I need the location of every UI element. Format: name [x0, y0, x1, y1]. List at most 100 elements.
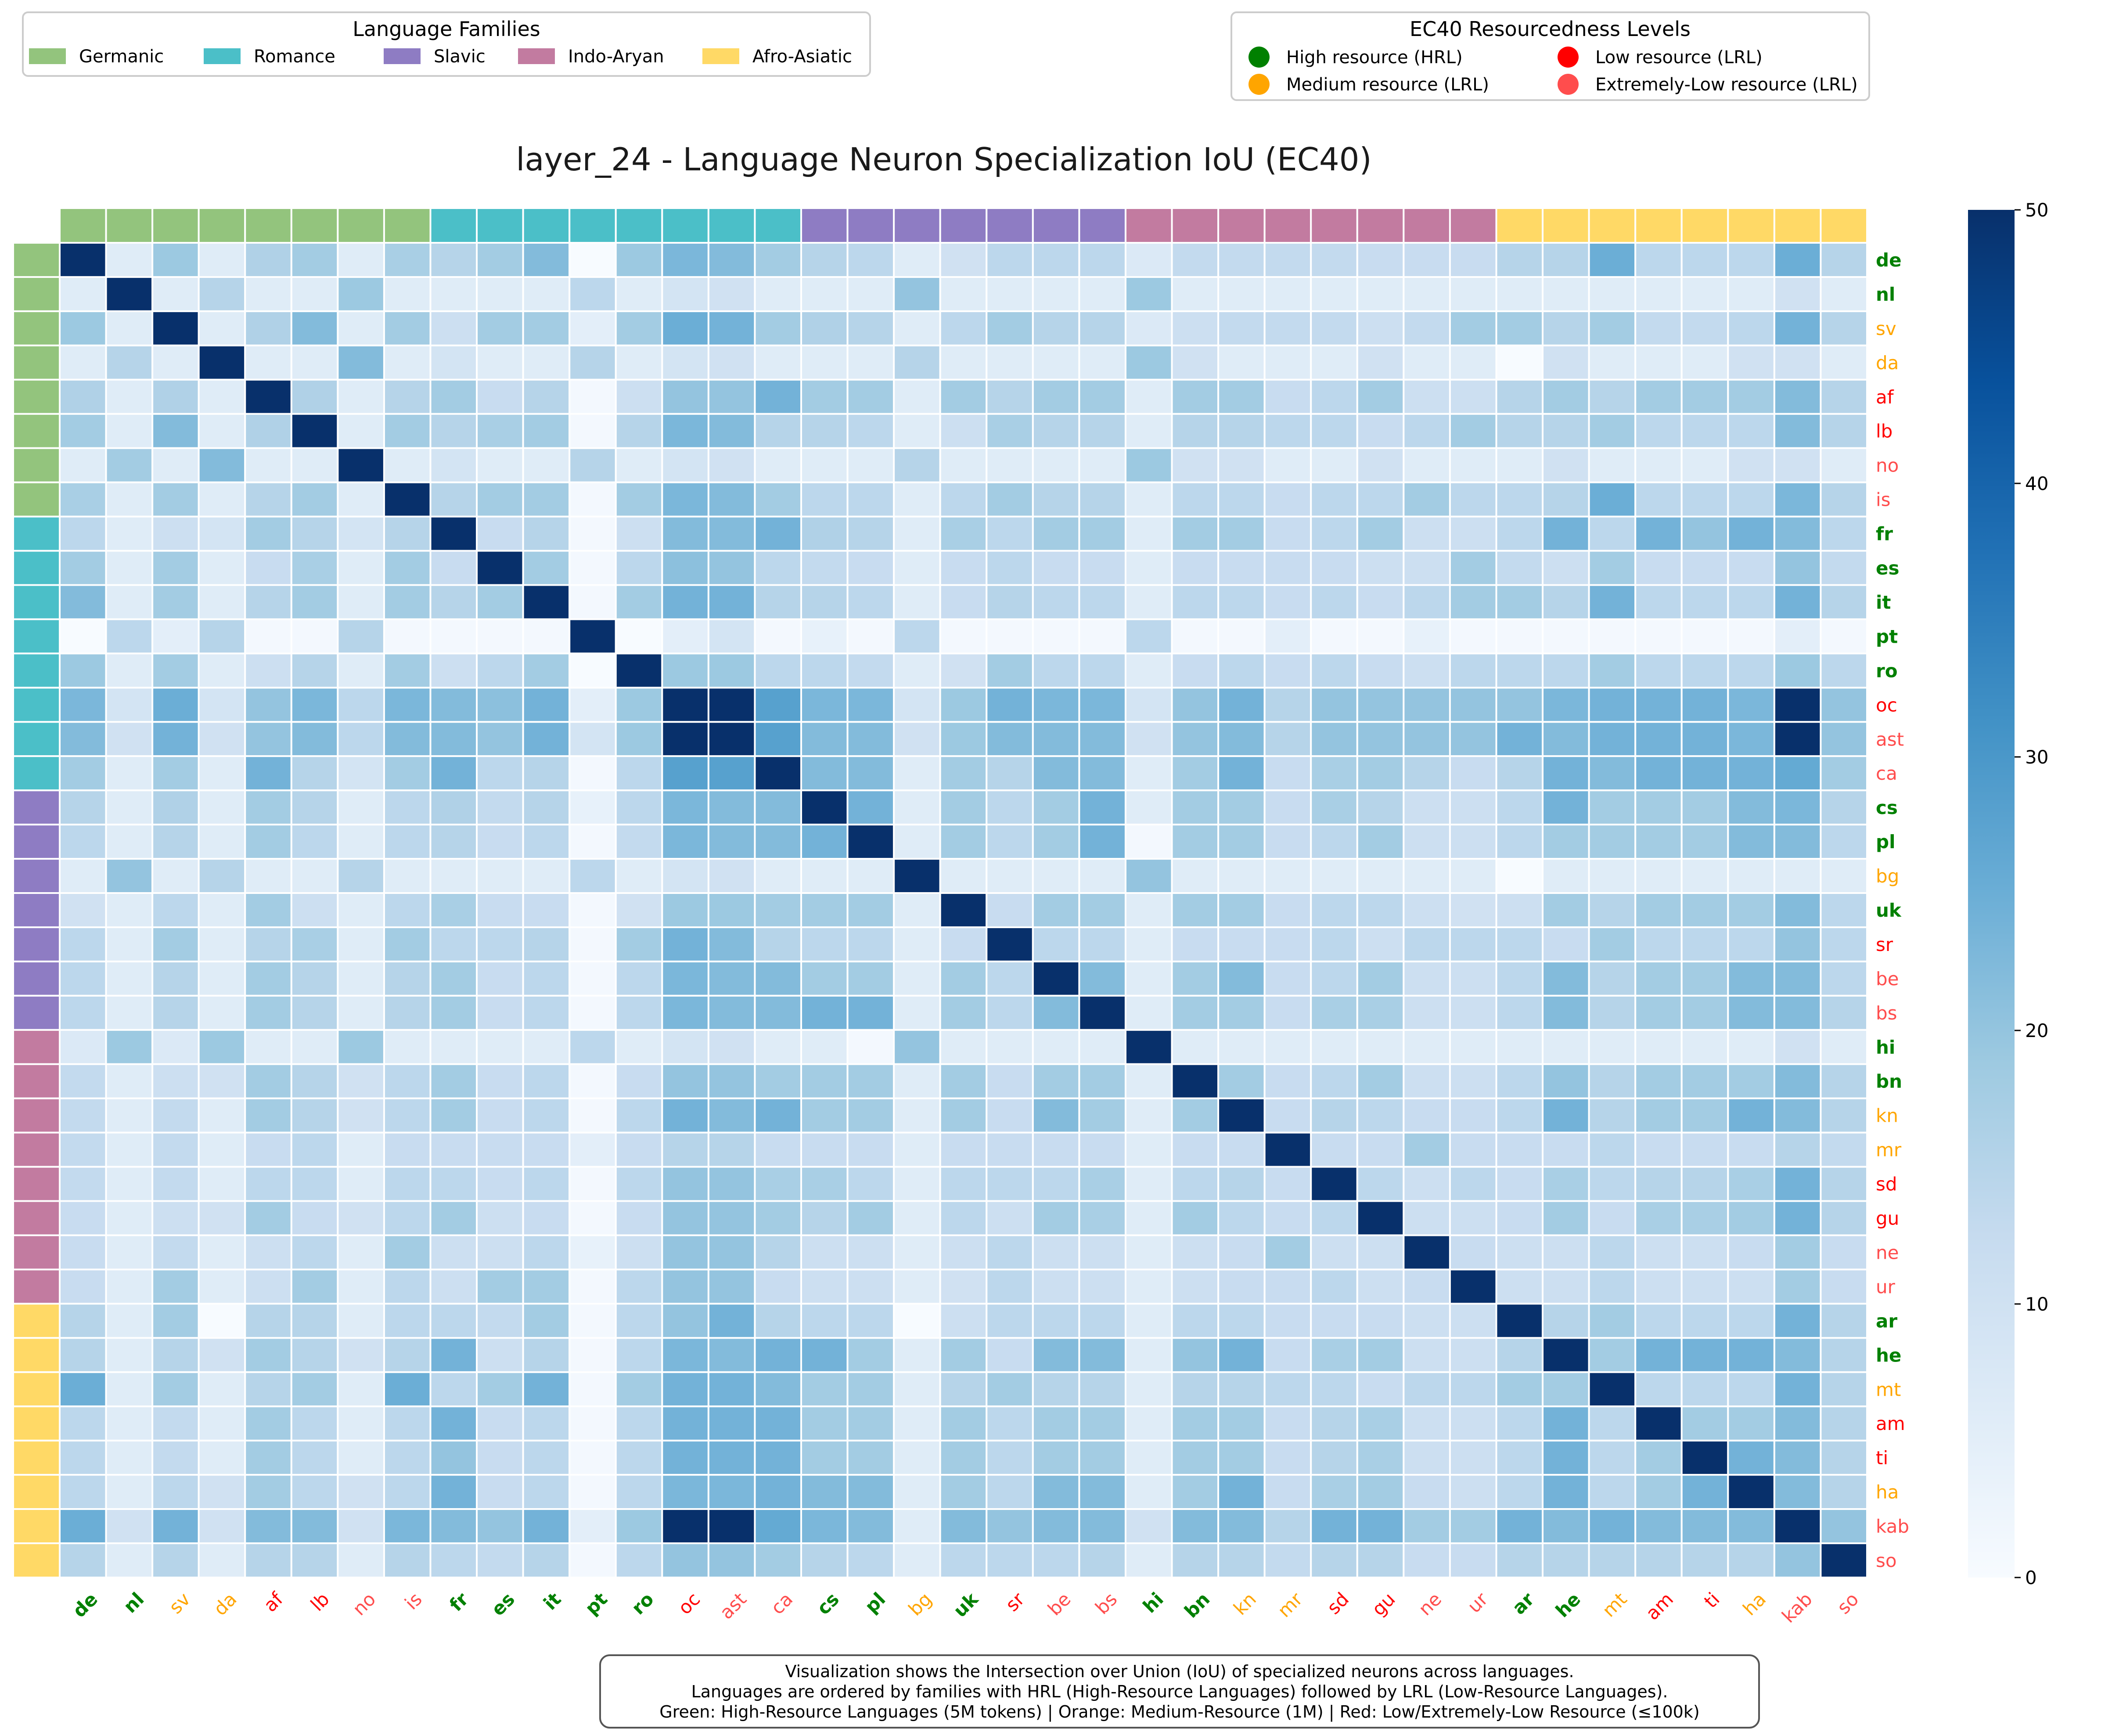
cell-nl-lb — [290, 276, 339, 312]
cell-da-ast — [707, 344, 756, 381]
family-top-bs — [1078, 207, 1126, 244]
cell-kn-da — [198, 1097, 246, 1134]
cell-ha-be — [1032, 1474, 1080, 1510]
caption-line-3: Green: High-Resource Languages (5M token… — [659, 1702, 1699, 1722]
cell-cs-no — [337, 789, 385, 826]
cell-sv-ne — [1403, 310, 1451, 346]
cell-es-it — [522, 550, 571, 586]
cell-ca-be — [1032, 755, 1080, 792]
cell-hi-hi — [1124, 1029, 1173, 1065]
cell-ca-ur — [1449, 755, 1497, 792]
cell-ro-sd — [1310, 652, 1358, 689]
cell-oc-ti — [1680, 687, 1729, 723]
cell-bg-nl — [105, 858, 154, 894]
row-label-ha: ha — [1876, 1481, 1899, 1503]
cell-am-ne — [1403, 1405, 1451, 1442]
cell-de-sr — [986, 242, 1034, 278]
cell-ar-ar — [1495, 1303, 1544, 1339]
family-left-ti — [12, 1440, 61, 1476]
cell-bg-fr — [429, 858, 478, 894]
cell-sd-bs — [1078, 1166, 1126, 1202]
cell-ur-cs — [800, 1268, 849, 1305]
cell-pl-es — [476, 824, 524, 860]
cell-ha-ca — [754, 1474, 802, 1510]
cell-es-da — [198, 550, 246, 586]
cell-ast-it — [522, 721, 571, 757]
cell-he-bg — [893, 1337, 941, 1373]
cell-kab-fr — [429, 1508, 478, 1545]
cell-it-af — [244, 584, 292, 620]
cell-fr-bg — [893, 515, 941, 552]
cell-kab-ar — [1495, 1508, 1544, 1545]
col-label-fr: fr — [445, 1588, 472, 1615]
cell-sv-it — [522, 310, 571, 346]
family-legend-title: Language Families — [353, 17, 540, 41]
cell-so-pt — [568, 1542, 617, 1578]
cell-es-bg — [893, 550, 941, 586]
cell-lb-he — [1542, 413, 1590, 449]
caption-line-1: Visualization shows the Intersection ove… — [785, 1662, 1574, 1681]
cell-fr-oc — [661, 515, 709, 552]
cell-gu-mt — [1588, 1200, 1637, 1236]
cell-de-pl — [846, 242, 895, 278]
cell-ro-pt — [568, 652, 617, 689]
cell-af-uk — [939, 378, 988, 415]
cell-is-ar — [1495, 481, 1544, 518]
cell-oc-be — [1032, 687, 1080, 723]
cell-ur-mr — [1263, 1268, 1312, 1305]
cell-ne-hi — [1124, 1234, 1173, 1271]
cell-am-sd — [1310, 1405, 1358, 1442]
family-left-de — [12, 242, 61, 278]
cell-it-kab — [1773, 584, 1822, 620]
cell-kab-he — [1542, 1508, 1590, 1545]
cell-da-nl — [105, 344, 154, 381]
cell-uk-nl — [105, 892, 154, 928]
cell-sd-bn — [1171, 1166, 1220, 1202]
cell-kab-bg — [893, 1508, 941, 1545]
col-label-ca: ca — [766, 1588, 797, 1618]
cell-ti-is — [383, 1440, 432, 1476]
family-legend-label-slavic: Slavic — [434, 47, 486, 67]
cell-es-hi — [1124, 550, 1173, 586]
cell-fr-sv — [151, 515, 200, 552]
cell-lb-ca — [754, 413, 802, 449]
cell-ne-it — [522, 1234, 571, 1271]
cell-am-mt — [1588, 1405, 1637, 1442]
cell-gu-ro — [615, 1200, 663, 1236]
family-left-es — [12, 550, 61, 586]
cell-sv-oc — [661, 310, 709, 346]
caption-frame — [599, 1654, 1760, 1729]
cell-da-da — [198, 344, 246, 381]
cell-pl-be — [1032, 824, 1080, 860]
cell-sd-de — [59, 1166, 107, 1202]
cell-so-bn — [1171, 1542, 1220, 1578]
cell-sv-mt — [1588, 310, 1637, 346]
cell-ca-mr — [1263, 755, 1312, 792]
cell-so-bg — [893, 1542, 941, 1578]
cell-nl-is — [383, 276, 432, 312]
cell-is-ro — [615, 481, 663, 518]
family-color-bar-top — [59, 207, 1868, 244]
cell-ar-lb — [290, 1303, 339, 1339]
cell-bg-es — [476, 858, 524, 894]
family-left-ur — [12, 1268, 61, 1305]
cell-so-kn — [1217, 1542, 1266, 1578]
cell-cs-kab — [1773, 789, 1822, 826]
cell-hi-he — [1542, 1029, 1590, 1065]
cell-de-pt — [568, 242, 617, 278]
cell-gu-lb — [290, 1200, 339, 1236]
cell-cs-lb — [290, 789, 339, 826]
row-label-sv: sv — [1876, 318, 1896, 339]
cell-it-mt — [1588, 584, 1637, 620]
cell-it-sr — [986, 584, 1034, 620]
cell-oc-sd — [1310, 687, 1358, 723]
cell-de-kab — [1773, 242, 1822, 278]
cell-mt-kab — [1773, 1371, 1822, 1408]
cell-ti-bn — [1171, 1440, 1220, 1476]
cell-da-ro — [615, 344, 663, 381]
cell-mr-gu — [1356, 1131, 1405, 1168]
cell-bn-sd — [1310, 1063, 1358, 1099]
cell-ne-am — [1634, 1234, 1683, 1271]
cell-ar-bg — [893, 1303, 941, 1339]
cell-mr-da — [198, 1131, 246, 1168]
